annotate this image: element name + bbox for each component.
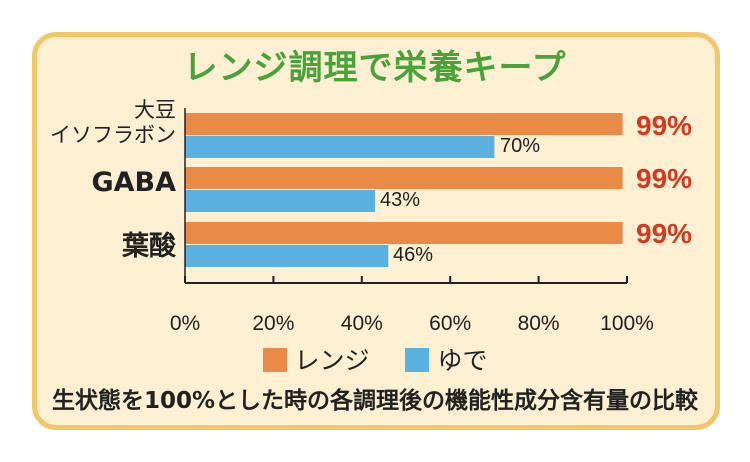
legend-swatch-range [262, 348, 287, 372]
bar-boil-2 [185, 245, 389, 267]
bar-boil-1 [185, 190, 376, 212]
category-label-line: イソフラボン [50, 123, 176, 147]
data-label-boil-isoflavone: 70% [500, 135, 541, 157]
x-tick-label: 40% [341, 312, 383, 335]
x-tick-label: 100% [600, 312, 654, 335]
category-label-folate: 葉酸 [122, 231, 176, 262]
legend-item-boil: ゆで [405, 346, 487, 375]
bar-range-0 [185, 113, 623, 135]
category-label-line: 大豆 [134, 98, 176, 122]
x-tick-label: 0% [170, 312, 200, 335]
legend-swatch-boil [405, 348, 430, 372]
legend: レンジ ゆで [0, 341, 750, 377]
legend-item-range: レンジ [262, 346, 378, 375]
x-tick-label: 60% [429, 312, 471, 335]
x-tick-label: 20% [252, 312, 294, 335]
category-label-gaba: GABA [91, 167, 176, 198]
bar-boil-0 [185, 136, 495, 158]
x-tick-label: 80% [518, 312, 560, 335]
data-label-boil-folate: 46% [393, 244, 434, 266]
data-label-range-gaba: 99% [636, 163, 693, 194]
legend-label-range: レンジ [294, 346, 370, 375]
bar-range-2 [185, 222, 623, 244]
category-label-isoflavone: 大豆 イソフラボン [50, 98, 176, 148]
chart-title: レンジ調理で栄養キープ [183, 48, 567, 88]
bar-range-1 [185, 167, 623, 189]
data-label-range-isoflavone: 99% [636, 110, 693, 141]
legend-label-boil: ゆで [437, 346, 488, 375]
data-label-range-folate: 99% [636, 218, 693, 249]
data-label-boil-gaba: 43% [380, 189, 421, 211]
footnote: 生状態を100%とした時の各調理後の機能性成分含有量の比較 [51, 388, 699, 414]
